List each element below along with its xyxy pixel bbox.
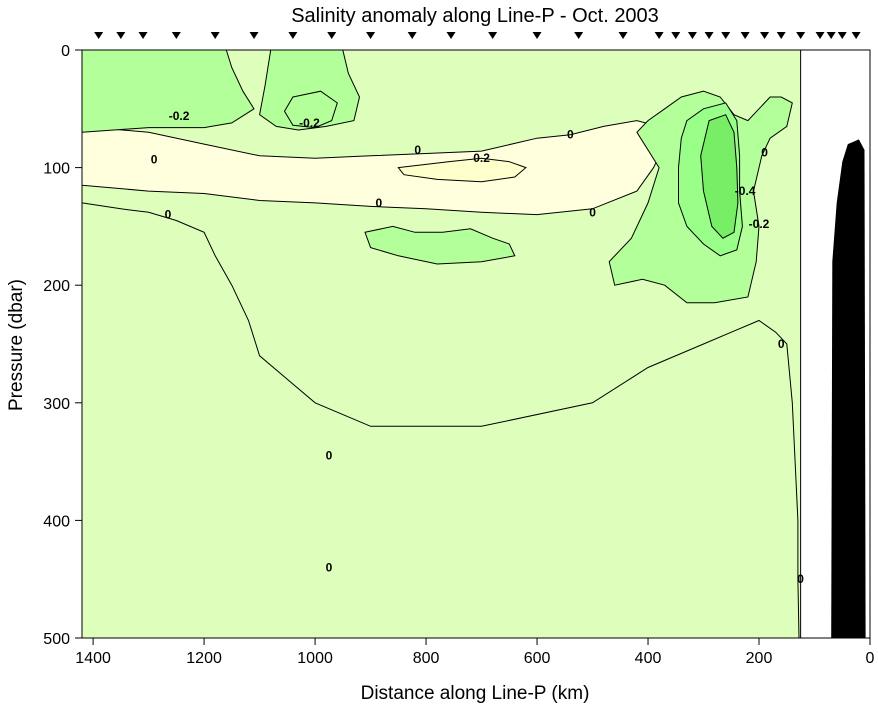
station-marker-15	[654, 32, 664, 39]
contour-label-14: 0	[326, 560, 333, 574]
region-neg-small-blob	[364, 225, 516, 265]
x-tick-label-0: 0	[866, 650, 875, 667]
station-marker-27	[851, 32, 861, 39]
contour-label-12: 0	[778, 337, 785, 351]
station-markers	[94, 32, 861, 39]
x-tick-label-600: 600	[524, 650, 551, 667]
station-marker-22	[776, 32, 786, 39]
contour-label-4: 0	[151, 152, 158, 166]
contour-label-5: 0.2	[473, 151, 490, 165]
station-marker-13	[574, 32, 584, 39]
region-neg-left-top	[82, 50, 255, 133]
x-tick-label-800: 800	[413, 650, 440, 667]
station-marker-5	[249, 32, 259, 39]
station-marker-9	[407, 32, 417, 39]
x-tick-label-1400: 1400	[75, 650, 111, 667]
station-marker-25	[826, 32, 836, 39]
bathymetry	[831, 139, 866, 638]
x-tick-label-1200: 1200	[186, 650, 222, 667]
contour-label-1: -0.2	[299, 116, 320, 130]
station-marker-20	[740, 32, 750, 39]
station-marker-11	[488, 32, 498, 39]
station-marker-12	[532, 32, 542, 39]
plot-frame	[81, 49, 871, 639]
station-marker-26	[837, 32, 847, 39]
station-marker-23	[796, 32, 806, 39]
station-marker-10	[446, 32, 456, 39]
contour-label-8: 0	[589, 205, 596, 219]
contour-label-0: -0.2	[169, 109, 190, 123]
contour-label-7: 0	[376, 196, 383, 210]
contour-label-13: 0	[326, 449, 333, 463]
positive-high-zone	[397, 157, 527, 183]
x-tick-label-200: 200	[746, 650, 773, 667]
station-marker-19	[721, 32, 731, 39]
station-marker-7	[327, 32, 337, 39]
station-marker-4	[210, 32, 220, 39]
contour-label-9: 0	[165, 208, 172, 222]
region-neg-right-inner-2	[700, 114, 739, 239]
x-tick-label-400: 400	[635, 650, 662, 667]
station-marker-21	[760, 32, 770, 39]
y-tick-label-0: 0	[61, 43, 70, 60]
x-tick-label-1000: 1000	[297, 650, 333, 667]
station-marker-6	[288, 32, 298, 39]
station-marker-3	[171, 32, 181, 39]
station-marker-8	[366, 32, 376, 39]
plot-area: -0.2 -0.2 0 0 0 0.2 0 0 0 0 -0.4 -0.2 0 0 0 0	[82, 50, 870, 638]
contour-label-2: 0	[567, 128, 574, 142]
region-neg-mid-inner	[283, 90, 338, 129]
y-axis-title: Pressure (dbar)	[6, 279, 27, 411]
y-tick-label-100: 100	[43, 161, 70, 178]
y-tick-label-300: 300	[43, 396, 70, 413]
station-marker-16	[671, 32, 681, 39]
contour-label-3: 0	[414, 143, 421, 157]
contour-label-6: 0	[761, 145, 768, 159]
y-tick-label-500: 500	[43, 631, 70, 648]
station-marker-2	[138, 32, 148, 39]
station-marker-14	[618, 32, 628, 39]
contour-label-15: 0	[797, 572, 804, 586]
station-marker-24	[815, 32, 825, 39]
x-axis-title: Distance along Line-P (km)	[361, 683, 590, 704]
station-marker-1	[116, 32, 126, 39]
y-tick-label-200: 200	[43, 278, 70, 295]
station-marker-0	[94, 32, 104, 39]
contour-label-10: -0.4	[735, 184, 756, 198]
contour-label-11: -0.2	[749, 217, 770, 231]
contour-field: -0.2 -0.2 0 0 0 0.2 0 0 0 0 -0.4 -0.2 0 0 0 0	[82, 50, 870, 638]
chart-title: Salinity anomaly along Line-P - Oct. 200…	[291, 5, 659, 27]
zero-contour-lower	[82, 50, 870, 638]
station-marker-18	[704, 32, 714, 39]
station-marker-17	[687, 32, 697, 39]
axes: 1400 1200 1000 800 600 400 200 0 0 100 200 300 400 50…	[43, 43, 874, 667]
y-tick-label-400: 400	[43, 513, 70, 530]
